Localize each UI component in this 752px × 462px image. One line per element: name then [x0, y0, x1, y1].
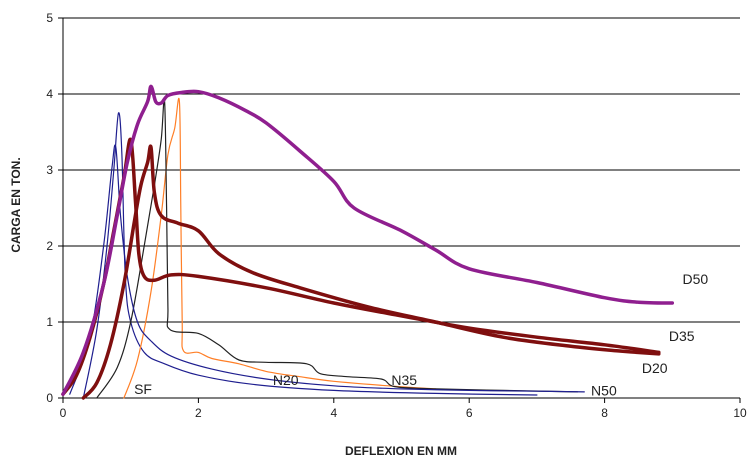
series-label-n50: N50	[591, 383, 617, 399]
y-tick-label-4: 4	[46, 87, 53, 101]
x-tick-label-0: 0	[60, 406, 67, 420]
series-lines	[61, 84, 675, 400]
y-tick-labels: 0 1 2 3 4 5	[46, 11, 63, 405]
y-tick-label-5: 5	[46, 11, 53, 25]
y-tick-label-1: 1	[46, 315, 53, 329]
series-label-n20: N20	[273, 372, 299, 388]
series-label-d20: D20	[642, 360, 668, 376]
x-tick-labels: 0 2 4 6 8 10	[60, 398, 747, 420]
series-label-n35: N35	[391, 372, 417, 388]
x-axis-title: DEFLEXION EN MM	[345, 444, 457, 458]
y-tick-label-0: 0	[46, 391, 53, 405]
x-tick-label-2: 4	[330, 406, 337, 420]
series-label-sf: SF	[134, 381, 152, 397]
axes	[62, 18, 740, 399]
x-tick-label-4: 8	[601, 406, 608, 420]
series-label-d50: D50	[682, 271, 708, 287]
series-label-d35: D35	[669, 328, 695, 344]
series-line-d50	[61, 84, 675, 396]
y-axis-title: CARGA EN TON.	[9, 157, 23, 252]
series-line-n35	[96, 98, 579, 399]
y-tick-label-2: 2	[46, 239, 53, 253]
series-line-n50	[69, 144, 585, 395]
y-tick-label-3: 3	[46, 163, 53, 177]
x-tick-label-5: 10	[733, 406, 747, 420]
series-line-n20	[123, 97, 436, 399]
x-tick-label-1: 2	[195, 406, 202, 420]
series-line-d35	[81, 144, 661, 400]
x-tick-label-3: 6	[466, 406, 473, 420]
